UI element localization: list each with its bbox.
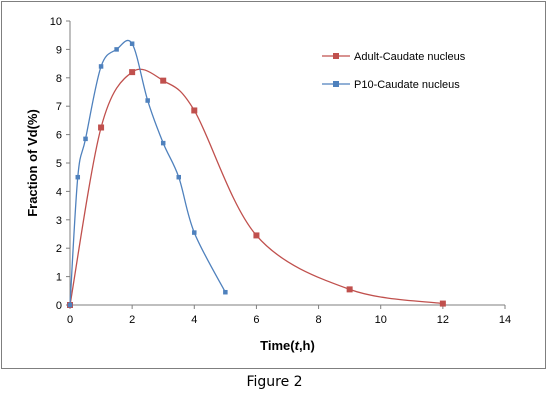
legend-swatch-marker (333, 81, 339, 87)
x-tick-label: 4 (191, 314, 197, 326)
figure-caption: Figure 2 (246, 374, 303, 390)
y-tick-label: 5 (56, 158, 62, 170)
data-point (160, 140, 166, 146)
data-point (346, 286, 353, 293)
data-point (98, 64, 104, 69)
y-tick-label: 4 (56, 186, 62, 198)
legend-label: Adult-Caudate nucleus (354, 51, 466, 63)
data-point (83, 136, 88, 142)
data-point (160, 77, 167, 84)
chart-frame (1, 1, 546, 369)
data-point (176, 174, 181, 180)
series-1 (67, 68, 446, 308)
series-2 (67, 39, 228, 308)
x-tick-label: 12 (437, 314, 449, 326)
y-tick-label: 2 (56, 243, 62, 255)
legend: Adult-Caudate nucleus P10-Caudate nucleus (322, 51, 466, 91)
y-tick-label: 3 (56, 215, 62, 227)
y-axis-title: Fraction of Vd(%) (25, 109, 40, 217)
y-tick-label: 8 (56, 73, 62, 85)
data-point (67, 302, 73, 308)
y-tick-label: 9 (56, 44, 62, 56)
x-axis-title: Time(t,h) (260, 338, 315, 353)
legend-swatch-marker (333, 53, 339, 59)
series-layer (67, 39, 446, 308)
data-point (129, 69, 136, 76)
data-point (253, 232, 260, 239)
y-tick-label: 1 (56, 272, 62, 284)
y-tick-label: 7 (56, 101, 62, 113)
data-point (129, 41, 135, 46)
x-tick-label: 2 (129, 314, 135, 326)
data-point (439, 300, 446, 307)
y-tick-label: 6 (56, 130, 62, 142)
x-tick-label: 10 (375, 314, 387, 326)
x-tick-label: 6 (253, 314, 259, 326)
data-point (191, 107, 198, 114)
data-point (223, 289, 228, 295)
x-tick-label: 8 (316, 314, 322, 326)
x-tick-label: 14 (499, 314, 511, 326)
series-line (69, 39, 226, 306)
x-tick-label: 0 (67, 314, 73, 326)
data-point (75, 174, 81, 180)
legend-label: P10-Caudate nucleus (354, 79, 460, 91)
y-tick-label: 0 (56, 300, 62, 312)
legend-entry: P10-Caudate nucleus (322, 79, 460, 91)
data-point (114, 47, 119, 52)
data-point (145, 98, 150, 103)
series-line (69, 68, 443, 306)
y-tick-label: 10 (50, 16, 62, 28)
data-point (192, 230, 197, 235)
data-point (98, 124, 105, 131)
legend-entry: Adult-Caudate nucleus (322, 51, 466, 63)
